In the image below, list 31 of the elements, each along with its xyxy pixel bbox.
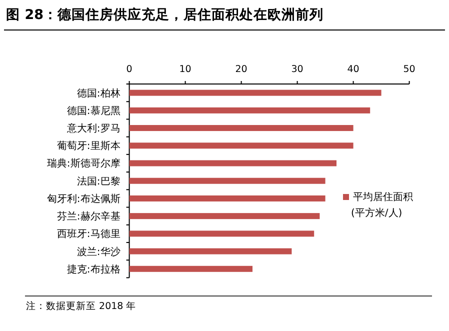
bar: [129, 230, 314, 237]
y-tick-label: 德国:慕尼黑: [66, 104, 120, 117]
y-tick-label: 波兰:华沙: [76, 246, 120, 258]
bar: [129, 160, 336, 166]
bar: [129, 142, 354, 149]
y-tick-label: 捷克:布拉格: [66, 263, 120, 276]
bar: [129, 266, 252, 272]
x-tick-label: 0: [126, 64, 132, 75]
bar: [129, 248, 292, 254]
bar: [129, 107, 370, 114]
y-tick-label: 西班牙:马德里: [56, 228, 120, 240]
y-tick-label: 匈牙利:布达佩斯: [46, 192, 120, 205]
x-tick-label: 10: [179, 64, 192, 75]
x-tick-label: 30: [291, 64, 304, 75]
chart-title: 图 28：德国住房供应充足，居住面积处在欧洲前列: [6, 6, 324, 23]
y-tick-label: 德国:柏林: [76, 87, 120, 100]
bar: [129, 178, 326, 184]
bar: [129, 195, 326, 202]
x-tick-label: 50: [403, 64, 416, 75]
bar: [129, 125, 354, 132]
y-tick-label: 法国:巴黎: [76, 175, 120, 188]
legend-label: 平均居住面积(平方米/人): [351, 191, 413, 219]
x-tick-label: 20: [235, 64, 248, 75]
bar: [129, 90, 382, 96]
text: 注：数据更新至 2018 年: [26, 300, 136, 312]
y-tick-label: 葡萄牙:里斯本: [56, 140, 120, 152]
y-tick-label: 芬兰:赫尔辛基: [56, 210, 120, 223]
x-tick-label: 40: [347, 64, 360, 75]
y-tick-label: 意大利:罗马: [66, 122, 120, 135]
y-tick-label: 瑞典:斯德哥尔摩: [46, 158, 120, 170]
bar: [129, 213, 320, 220]
